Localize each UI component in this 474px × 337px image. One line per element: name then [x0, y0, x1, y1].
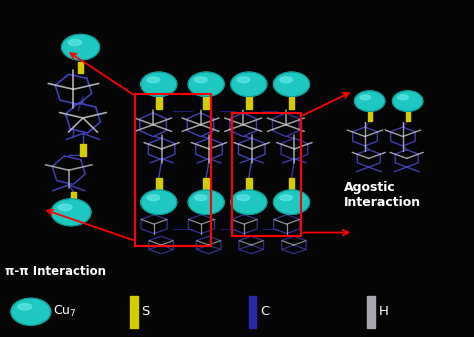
Bar	[203, 97, 209, 109]
Ellipse shape	[280, 195, 292, 201]
Ellipse shape	[280, 77, 292, 83]
Text: H: H	[378, 305, 388, 318]
Ellipse shape	[51, 199, 91, 226]
Bar	[130, 296, 138, 328]
Bar	[156, 178, 162, 190]
Ellipse shape	[188, 72, 224, 96]
Bar	[78, 62, 83, 73]
Text: Cu$_7$: Cu$_7$	[53, 304, 77, 319]
Bar	[249, 296, 256, 328]
Ellipse shape	[11, 298, 51, 325]
Ellipse shape	[18, 304, 32, 310]
Ellipse shape	[141, 72, 177, 96]
Ellipse shape	[147, 77, 160, 83]
Ellipse shape	[237, 77, 250, 83]
Ellipse shape	[194, 195, 207, 201]
Ellipse shape	[360, 95, 371, 100]
Ellipse shape	[392, 91, 423, 111]
Bar	[232, 113, 301, 236]
Text: S: S	[141, 305, 150, 318]
Ellipse shape	[194, 77, 207, 83]
Ellipse shape	[188, 190, 224, 214]
Ellipse shape	[62, 34, 100, 60]
Ellipse shape	[273, 72, 310, 96]
Bar	[156, 97, 162, 109]
Text: Agostic
Interaction: Agostic Interaction	[344, 181, 421, 210]
Bar	[71, 191, 76, 203]
Text: π-π Interaction: π-π Interaction	[5, 265, 106, 278]
Bar	[80, 144, 85, 155]
Bar	[289, 97, 294, 109]
Bar	[368, 112, 372, 121]
Bar	[405, 112, 410, 121]
Bar	[289, 178, 294, 190]
Ellipse shape	[231, 190, 267, 214]
Ellipse shape	[147, 195, 160, 201]
Bar	[203, 178, 209, 190]
Text: C: C	[260, 305, 269, 318]
Bar	[246, 97, 252, 109]
Ellipse shape	[273, 190, 310, 214]
Ellipse shape	[231, 72, 267, 96]
Bar	[246, 178, 252, 190]
Bar	[135, 94, 211, 246]
Ellipse shape	[237, 195, 250, 201]
Ellipse shape	[58, 204, 72, 211]
Ellipse shape	[355, 91, 385, 111]
Bar	[367, 296, 375, 328]
Ellipse shape	[68, 39, 82, 45]
Ellipse shape	[141, 190, 177, 214]
Ellipse shape	[398, 95, 409, 100]
